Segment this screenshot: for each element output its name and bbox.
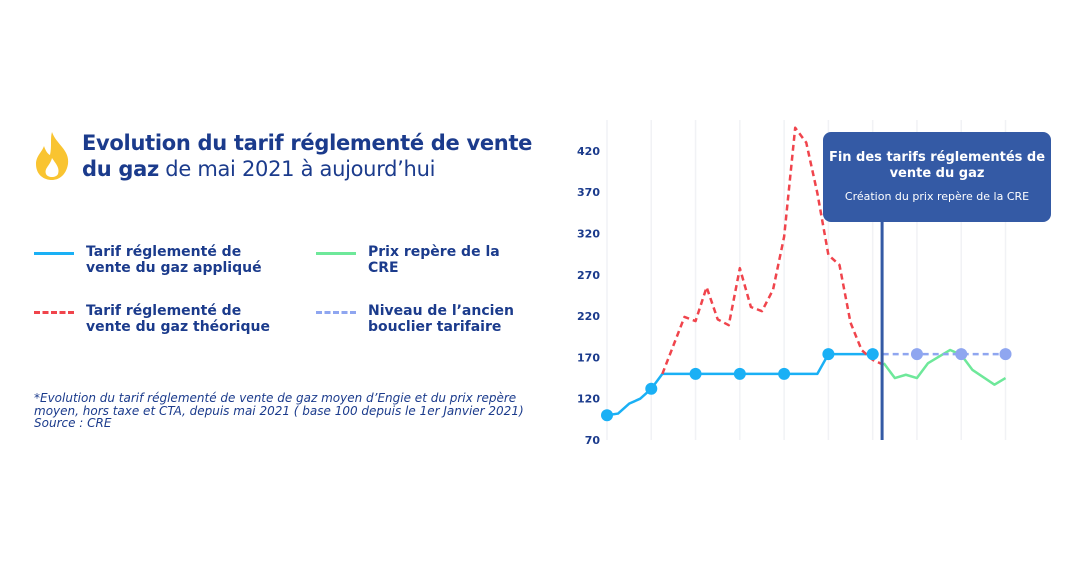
data-point-applied — [778, 367, 791, 380]
footnote: *Evolution du tarif réglementé de vente … — [34, 392, 534, 430]
data-point-applied — [601, 409, 613, 422]
footnote-source: Source : CRE — [34, 416, 112, 430]
legend-item-cre: Prix repère de la CRE — [316, 244, 518, 276]
series-line-cre — [882, 348, 1007, 386]
callout-title: Fin des tarifs réglementés de vente du g… — [828, 150, 1046, 181]
y-tick-label: 320 — [577, 228, 600, 241]
title-rest: de mai 2021 à aujourd’hui — [158, 157, 436, 181]
y-tick-label: 420 — [577, 145, 600, 158]
legend-label: Prix repère de la CRE — [368, 244, 500, 276]
y-tick-label: 120 — [577, 393, 600, 406]
data-point-shield — [999, 348, 1012, 361]
legend-item-theoretical: Tarif réglementé de vente du gaz théoriq… — [34, 303, 276, 335]
data-point-applied — [822, 348, 835, 361]
legend-label: Tarif réglementé de vente du gaz appliqu… — [86, 244, 262, 276]
legend-item-shield: Niveau de l’ancien bouclier tarifaire — [316, 303, 538, 335]
y-tick-label: 370 — [577, 186, 600, 199]
legend-label: Tarif réglementé de vente du gaz théoriq… — [86, 303, 270, 335]
y-tick-label: 70 — [585, 434, 601, 447]
flame-icon — [30, 130, 74, 186]
legend-label: Niveau de l’ancien bouclier tarifaire — [368, 303, 514, 335]
title-bold: Evolution du tarif réglementé de vente d… — [82, 131, 533, 181]
data-point-applied — [733, 367, 746, 380]
legend-swatch — [316, 311, 356, 314]
data-point-applied — [866, 348, 879, 361]
data-point-shield — [910, 348, 923, 361]
legend-swatch — [316, 252, 356, 255]
data-point-shield — [955, 348, 968, 361]
callout-box: Fin des tarifs réglementés de vente du g… — [823, 132, 1051, 222]
y-tick-label: 170 — [577, 351, 600, 364]
legend-item-applied: Tarif réglementé de vente du gaz appliqu… — [34, 244, 276, 276]
data-point-applied — [645, 382, 658, 395]
legend-swatch — [34, 311, 74, 314]
chart-title: Evolution du tarif réglementé de vente d… — [82, 130, 562, 182]
y-tick-label: 270 — [577, 269, 600, 282]
data-point-applied — [689, 367, 702, 380]
footnote-text: *Evolution du tarif réglementé de vente … — [34, 391, 524, 418]
series-line-theoretical — [661, 126, 885, 375]
callout-subtitle: Création du prix repère de la CRE — [844, 190, 1030, 203]
legend-swatch — [34, 252, 74, 255]
y-tick-label: 220 — [577, 310, 600, 323]
